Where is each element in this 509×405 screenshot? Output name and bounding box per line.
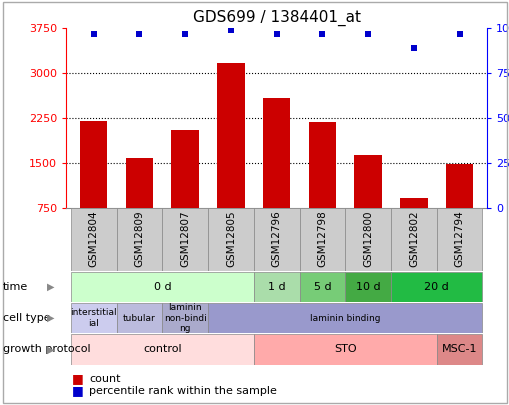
Text: control: control: [143, 344, 181, 354]
Title: GDS699 / 1384401_at: GDS699 / 1384401_at: [192, 9, 360, 26]
Text: growth protocol: growth protocol: [3, 344, 90, 354]
Text: STO: STO: [333, 344, 356, 354]
Text: 1 d: 1 d: [267, 282, 285, 292]
Text: cell type: cell type: [3, 313, 50, 323]
Point: [90, 30, 98, 37]
Point: [227, 27, 235, 33]
Text: 10 d: 10 d: [355, 282, 380, 292]
Bar: [390, 272, 482, 302]
Text: time: time: [3, 282, 28, 292]
Point: [409, 45, 417, 51]
Bar: [208, 208, 253, 271]
Bar: [117, 208, 162, 271]
Text: GSM12798: GSM12798: [317, 210, 327, 267]
Bar: [345, 272, 390, 302]
Text: GSM12804: GSM12804: [89, 210, 99, 266]
Bar: [308, 122, 335, 208]
Bar: [80, 121, 107, 208]
Bar: [71, 208, 117, 271]
Bar: [253, 334, 436, 364]
Bar: [390, 208, 436, 271]
Text: ▶: ▶: [47, 282, 54, 292]
Text: GSM12802: GSM12802: [408, 210, 418, 266]
Text: GSM12807: GSM12807: [180, 210, 190, 266]
Bar: [71, 272, 253, 302]
Bar: [400, 198, 427, 208]
Bar: [71, 334, 253, 364]
Bar: [171, 130, 199, 208]
Bar: [208, 303, 482, 333]
Bar: [354, 155, 381, 208]
Bar: [162, 303, 208, 333]
Bar: [217, 62, 244, 208]
Text: GSM12796: GSM12796: [271, 210, 281, 267]
Text: laminin binding: laminin binding: [309, 313, 380, 323]
Text: 20 d: 20 d: [423, 282, 448, 292]
Bar: [126, 158, 153, 208]
Text: MSC-1: MSC-1: [441, 344, 476, 354]
Text: ▶: ▶: [47, 313, 54, 323]
Point: [455, 30, 463, 37]
Text: GSM12809: GSM12809: [134, 210, 144, 266]
Text: tubular: tubular: [123, 313, 156, 323]
Text: 0 d: 0 d: [153, 282, 171, 292]
Text: GSM12805: GSM12805: [225, 210, 236, 266]
Bar: [263, 98, 290, 208]
Point: [318, 30, 326, 37]
Point: [272, 30, 280, 37]
Text: ■: ■: [71, 372, 83, 385]
Text: laminin
non-bindi
ng: laminin non-bindi ng: [163, 303, 206, 333]
Text: ■: ■: [71, 384, 83, 397]
Bar: [436, 208, 482, 271]
Point: [181, 30, 189, 37]
Bar: [253, 272, 299, 302]
Bar: [299, 208, 345, 271]
Point: [363, 30, 372, 37]
Bar: [253, 208, 299, 271]
Bar: [436, 334, 482, 364]
Text: percentile rank within the sample: percentile rank within the sample: [89, 386, 276, 396]
Text: 5 d: 5 d: [313, 282, 330, 292]
Bar: [345, 208, 390, 271]
Text: GSM12800: GSM12800: [362, 210, 373, 266]
Bar: [445, 164, 472, 208]
Bar: [71, 303, 117, 333]
Text: interstitial
ial: interstitial ial: [70, 309, 117, 328]
Point: [135, 30, 143, 37]
Text: count: count: [89, 374, 121, 384]
Bar: [117, 303, 162, 333]
Bar: [162, 208, 208, 271]
Text: GSM12794: GSM12794: [454, 210, 464, 267]
Text: ▶: ▶: [47, 344, 54, 354]
Bar: [299, 272, 345, 302]
